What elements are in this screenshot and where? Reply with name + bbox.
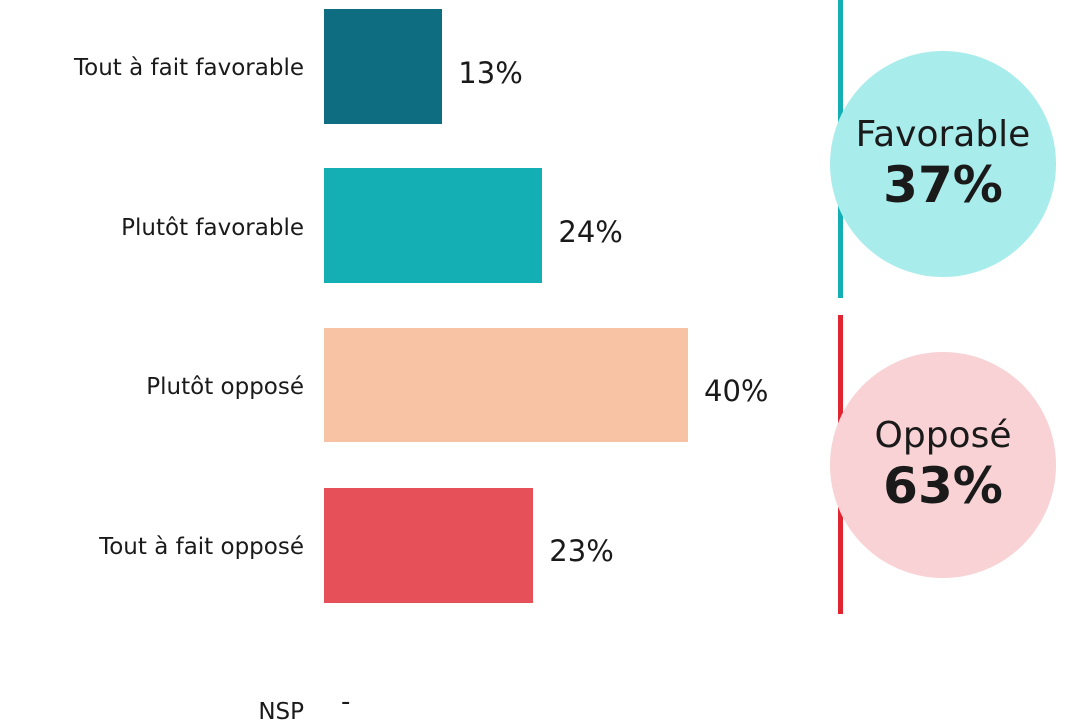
nsp-label: NSP	[258, 699, 304, 725]
bar-tout-a-fait-favorable	[324, 9, 443, 124]
bar-tout-a-fait-oppose	[324, 488, 534, 603]
bar-plutot-favorable	[324, 168, 543, 283]
value-label-tout-a-fait-oppose: 23%	[549, 534, 614, 568]
bar-plutot-oppose	[324, 328, 688, 442]
value-label-plutot-oppose: 40%	[704, 374, 769, 408]
category-label-tout-a-fait-oppose: Tout à fait opposé	[99, 534, 304, 560]
oppose-summary-value: 63%	[883, 457, 1003, 515]
category-label-tout-a-fait-favorable: Tout à fait favorable	[74, 55, 304, 81]
value-label-plutot-favorable: 24%	[558, 215, 623, 249]
oppose-summary-bubble: Opposé 63%	[830, 352, 1056, 578]
favorable-summary-title: Favorable	[855, 114, 1031, 155]
nsp-value: -	[341, 687, 351, 717]
oppose-summary-title: Opposé	[874, 415, 1012, 456]
category-label-plutot-favorable: Plutôt favorable	[121, 215, 304, 241]
favorable-summary-value: 37%	[883, 156, 1003, 214]
category-label-plutot-oppose: Plutôt opposé	[146, 374, 304, 400]
favorable-summary-bubble: Favorable 37%	[830, 51, 1056, 277]
value-label-tout-a-fait-favorable: 13%	[458, 56, 523, 90]
